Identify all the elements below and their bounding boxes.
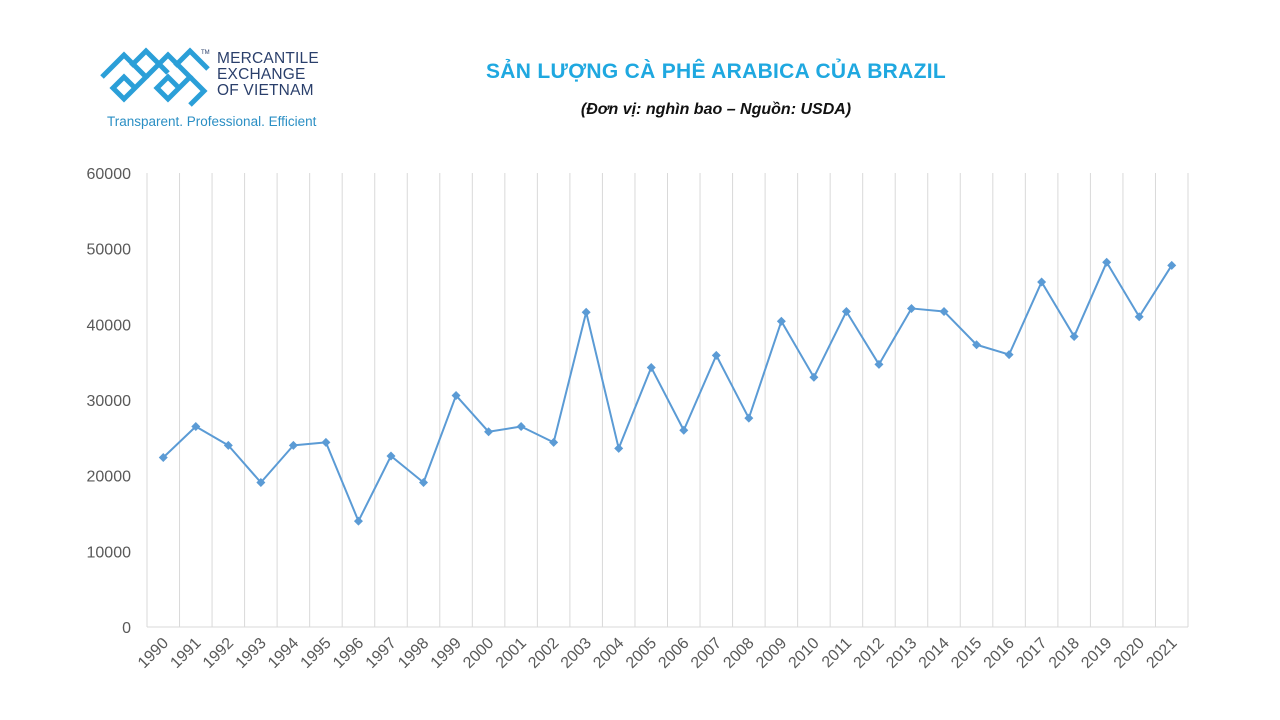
x-tick-label: 2005 [623, 635, 660, 672]
data-point [191, 421, 201, 431]
logo-trademark: TM [201, 50, 210, 56]
x-tick-label: 2007 [688, 635, 725, 672]
series-arabica [158, 257, 1177, 526]
x-tick-label: 2015 [948, 635, 985, 672]
x-tick-label: 2006 [655, 635, 692, 672]
logo-line-3: OF VIETNAM [217, 82, 314, 99]
series-line [162, 261, 1173, 523]
data-point [1102, 257, 1112, 267]
data-point [906, 303, 916, 313]
y-tick-label: 50000 [87, 242, 132, 259]
chart-subtitle: (Đơn vị: nghìn bao – Nguồn: USDA) [580, 101, 852, 118]
data-point [419, 477, 429, 487]
y-tick-label: 0 [122, 620, 131, 637]
chart-title: SẢN LƯỢNG CÀ PHÊ ARABICA CỦA BRAZIL [486, 60, 946, 83]
x-tick-label: 2010 [786, 635, 823, 672]
x-axis-tick-labels: 1990199119921993199419951996199719981999… [135, 635, 1181, 672]
logo-tagline: Transparent. Professional. Efficient [107, 114, 317, 129]
data-point [679, 425, 689, 435]
x-tick-label: 2019 [1078, 635, 1115, 672]
x-tick-label: 2000 [460, 635, 497, 672]
y-axis-tick-labels: 0 10000 20000 30000 40000 50000 60000 [87, 166, 132, 637]
data-point [939, 306, 949, 316]
data-point [223, 440, 233, 450]
data-point [1069, 331, 1079, 341]
x-tick-label: 2011 [819, 635, 855, 671]
x-tick-label: 1992 [200, 635, 237, 672]
x-tick-label: 1996 [330, 635, 367, 672]
data-point [451, 390, 461, 400]
x-tick-label: 2003 [558, 635, 595, 672]
data-point [353, 516, 363, 526]
x-tick-label: 1991 [167, 635, 204, 672]
x-tick-label: 2004 [590, 635, 627, 672]
x-tick-label: 2008 [720, 635, 757, 672]
logo-line-2: EXCHANGE [217, 66, 306, 83]
x-tick-label: 2016 [981, 635, 1018, 672]
data-point [776, 316, 786, 326]
logo-line-1: MERCANTILE [217, 50, 319, 67]
y-tick-label: 20000 [87, 469, 132, 486]
y-tick-label: 30000 [87, 393, 132, 410]
data-point [874, 359, 884, 369]
data-point [288, 440, 298, 450]
logo-mark-icon [100, 47, 210, 107]
data-point [158, 453, 168, 463]
data-point [972, 340, 982, 350]
data-point [1037, 277, 1047, 287]
x-tick-label: 1994 [265, 635, 302, 672]
x-tick-label: 1993 [232, 635, 269, 672]
x-tick-label: 2014 [916, 635, 953, 672]
data-point [581, 307, 591, 317]
y-tick-label: 60000 [87, 166, 132, 183]
data-point [549, 437, 559, 447]
data-point [646, 362, 656, 372]
logo: TM MERCANTILE EXCHANGE OF VIETNAM Transp… [100, 46, 340, 136]
data-point [1134, 312, 1144, 322]
y-tick-label: 40000 [87, 317, 132, 334]
data-point [1004, 350, 1014, 360]
data-point [256, 477, 266, 487]
x-tick-label: 2017 [1013, 635, 1050, 672]
x-tick-label: 2013 [883, 635, 920, 672]
x-tick-label: 2009 [753, 635, 790, 672]
data-point [516, 421, 526, 431]
y-tick-label: 10000 [87, 544, 132, 561]
x-tick-label: 2021 [1143, 635, 1180, 672]
x-tick-label: 1998 [395, 635, 432, 672]
x-tick-label: 2001 [493, 635, 530, 672]
data-point [321, 437, 331, 447]
x-tick-label: 1990 [135, 635, 172, 672]
data-point [614, 443, 624, 453]
data-point [484, 427, 494, 437]
x-tick-label: 2012 [851, 635, 888, 672]
x-tick-label: 2018 [1046, 635, 1083, 672]
data-point [386, 451, 396, 461]
data-point [744, 413, 754, 423]
x-tick-label: 1995 [298, 635, 335, 672]
data-point [1167, 260, 1177, 270]
data-point [809, 372, 819, 382]
x-tick-label: 2002 [525, 635, 562, 672]
data-point [841, 306, 851, 316]
x-tick-label: 2020 [1111, 635, 1148, 672]
logo-wordmark: MERCANTILE EXCHANGE OF VIETNAM [217, 51, 319, 99]
x-tick-label: 1999 [428, 635, 465, 672]
gridlines [146, 173, 1189, 627]
x-tick-label: 1997 [363, 635, 400, 672]
data-point [711, 350, 721, 360]
